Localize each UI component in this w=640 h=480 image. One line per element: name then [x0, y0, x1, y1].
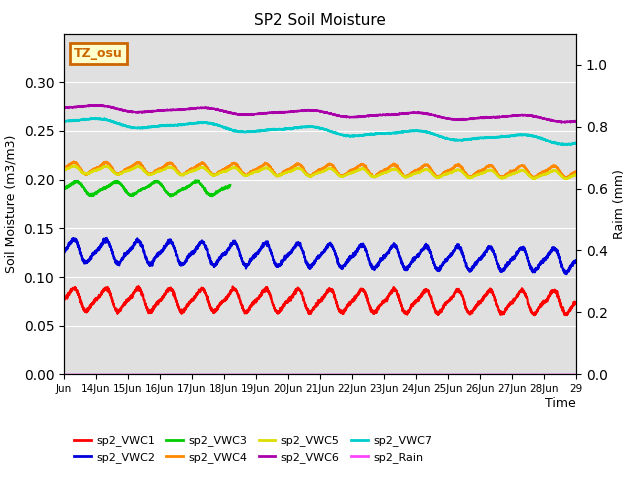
Title: SP2 Soil Moisture: SP2 Soil Moisture — [254, 13, 386, 28]
Y-axis label: Raim (mm): Raim (mm) — [613, 169, 627, 239]
Text: TZ_osu: TZ_osu — [74, 47, 123, 60]
Y-axis label: Soil Moisture (m3/m3): Soil Moisture (m3/m3) — [5, 135, 18, 273]
Text: Time: Time — [545, 396, 576, 409]
Legend: sp2_VWC1, sp2_VWC2, sp2_VWC3, sp2_VWC4, sp2_VWC5, sp2_VWC6, sp2_VWC7, sp2_Rain: sp2_VWC1, sp2_VWC2, sp2_VWC3, sp2_VWC4, … — [70, 431, 436, 468]
